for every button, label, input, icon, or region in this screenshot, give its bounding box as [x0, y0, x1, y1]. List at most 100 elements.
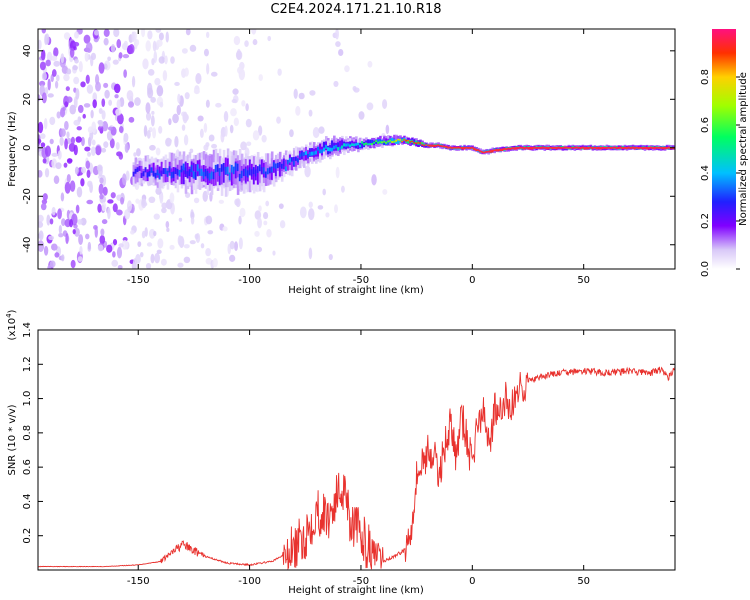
- ridge-cell: [256, 169, 260, 185]
- noise-speck: [154, 252, 161, 264]
- ridge-cell: [230, 168, 234, 186]
- y-tick-label: 0.6: [22, 459, 33, 475]
- ridge-cell: [645, 147, 649, 150]
- noise-speck: [117, 264, 123, 269]
- ridge-cell: [341, 145, 344, 149]
- noise-speck: [61, 218, 66, 227]
- noise-speck: [189, 240, 196, 245]
- noise-speck: [133, 258, 137, 267]
- noise-speck: [70, 136, 76, 145]
- ridge-cell: [369, 139, 372, 145]
- noise-speck: [136, 148, 141, 157]
- noise-speck: [66, 68, 72, 75]
- noise-speck: [160, 258, 167, 266]
- ridge-cell: [142, 171, 146, 177]
- noise-speck: [53, 60, 61, 67]
- x-tick-label: -50: [353, 275, 369, 286]
- noise-speck: [83, 103, 91, 108]
- noise-speck: [232, 88, 239, 95]
- ridge-cell: [154, 172, 158, 179]
- ridge-cell: [174, 167, 178, 175]
- noise-speck: [55, 74, 60, 82]
- noise-speck: [85, 233, 90, 240]
- noise-speck: [235, 198, 241, 208]
- noise-speck: [154, 77, 161, 86]
- noise-speck: [86, 199, 94, 205]
- noise-speck: [197, 115, 204, 122]
- noise-speck: [63, 162, 68, 168]
- noise-speck: [53, 47, 59, 57]
- noise-speck: [183, 134, 189, 146]
- noise-speck: [298, 92, 305, 100]
- noise-speck: [156, 39, 163, 47]
- noise-speck: [272, 250, 276, 256]
- ridge-cell: [228, 172, 232, 181]
- noise-speck: [193, 197, 200, 204]
- ridge-cell: [216, 164, 220, 172]
- noise-speck: [385, 124, 390, 135]
- y-tick-label: 0.4: [22, 493, 33, 509]
- noise-speck: [38, 221, 44, 228]
- noise-speck: [203, 122, 208, 133]
- noise-speck: [101, 219, 108, 225]
- ridge-cell: [389, 139, 392, 142]
- noise-speck: [265, 200, 270, 207]
- ridge-cell: [339, 146, 342, 151]
- noise-speck: [145, 112, 152, 121]
- noise-speck: [318, 126, 325, 134]
- noise-speck: [81, 136, 85, 147]
- x-tick-label: 0: [469, 275, 475, 286]
- ridge-cell: [385, 141, 388, 144]
- noise-speck: [335, 41, 341, 47]
- noise-speck: [39, 133, 46, 140]
- noise-speck: [222, 226, 228, 232]
- noise-speck: [145, 40, 151, 52]
- y-tick-label: 0: [22, 145, 33, 151]
- ridge-cell: [345, 143, 348, 147]
- noise-speck: [190, 216, 195, 225]
- ridge-cell: [158, 166, 162, 180]
- noise-speck: [69, 104, 77, 115]
- noise-speck: [158, 56, 165, 64]
- colorbar-tick-label: 0.8: [700, 69, 711, 85]
- ridge-cell: [337, 142, 340, 151]
- ridge-cell: [220, 167, 224, 185]
- noise-speck: [106, 244, 113, 253]
- noise-speck: [190, 211, 195, 220]
- noise-speck: [103, 29, 110, 37]
- ridge-cell: [282, 160, 286, 166]
- snr-frame: [37, 329, 676, 571]
- noise-speck: [113, 83, 121, 94]
- ridge-cell: [393, 140, 396, 143]
- noise-speck: [193, 88, 200, 95]
- ridge-cell: [140, 165, 144, 178]
- ridge-cell: [294, 156, 298, 161]
- ridge-cell: [349, 144, 352, 148]
- noise-speck: [335, 166, 340, 179]
- noise-speck: [63, 73, 70, 82]
- noise-speck: [159, 101, 164, 108]
- ridge-cell: [337, 147, 340, 151]
- noise-speck: [104, 89, 110, 99]
- noise-speck: [135, 39, 140, 46]
- ridge-cell: [238, 160, 242, 177]
- noise-speck: [151, 58, 155, 66]
- ridge-cell: [178, 160, 182, 176]
- noise-speck: [203, 144, 209, 151]
- noise-speck: [39, 61, 46, 71]
- noise-speck: [153, 230, 157, 237]
- ridge-cell: [361, 141, 364, 144]
- ridge-cell: [583, 147, 587, 150]
- ridge-cell: [351, 143, 354, 147]
- ridge-cell: [210, 171, 214, 179]
- x-tick-label: -150: [127, 275, 150, 286]
- ridge-cell: [244, 168, 248, 176]
- ridge-cell: [375, 140, 378, 143]
- ridge-cell: [258, 164, 262, 172]
- ridge-cell: [276, 162, 280, 169]
- noise-speck: [155, 29, 162, 33]
- y-tick-label: -40: [22, 237, 33, 253]
- noise-speck: [65, 86, 70, 92]
- noise-speck: [116, 99, 121, 109]
- ridge-cell: [236, 163, 240, 172]
